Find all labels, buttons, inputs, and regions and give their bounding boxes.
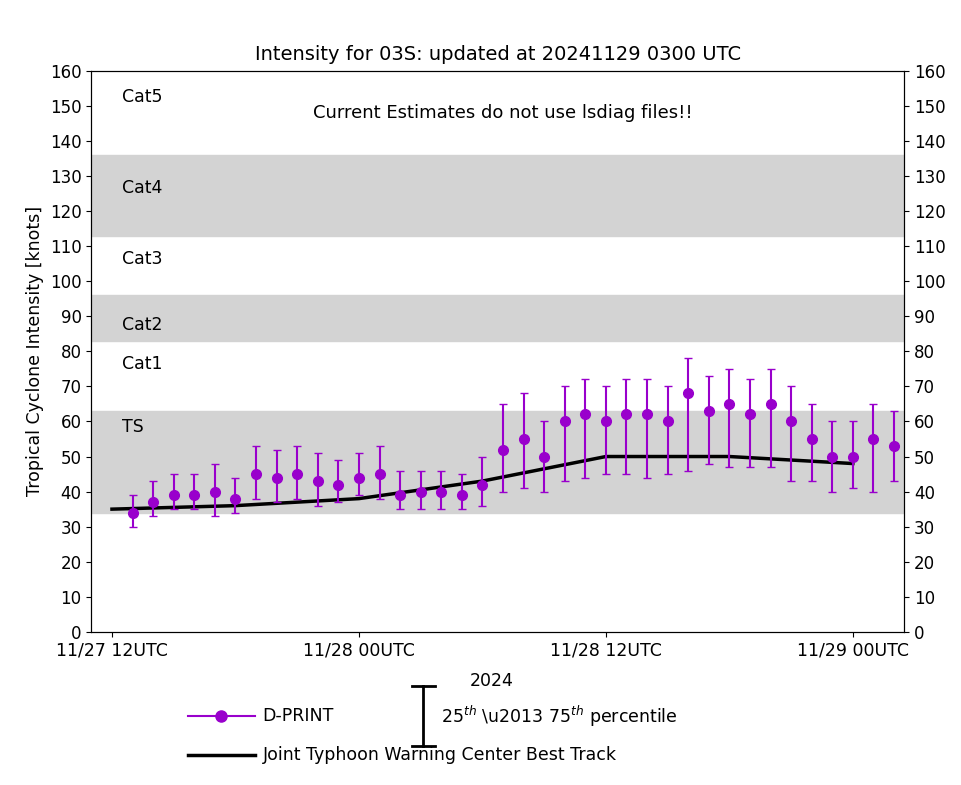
- Text: Cat3: Cat3: [122, 250, 162, 268]
- Bar: [91, 155, 903, 236]
- Text: Cat1: Cat1: [122, 355, 162, 373]
- Text: Current Estimates do not use lsdiag files!!: Current Estimates do not use lsdiag file…: [313, 104, 692, 122]
- Text: Cat4: Cat4: [122, 180, 162, 197]
- Text: Cat2: Cat2: [122, 316, 162, 334]
- Text: 25$^{th}$ \u2013 75$^{th}$ percentile: 25$^{th}$ \u2013 75$^{th}$ percentile: [440, 703, 677, 728]
- Text: Joint Typhoon Warning Center Best Track: Joint Typhoon Warning Center Best Track: [262, 747, 616, 764]
- Text: TS: TS: [122, 418, 144, 436]
- Title: Intensity for 03S: updated at 20241129 0300 UTC: Intensity for 03S: updated at 20241129 0…: [255, 45, 740, 64]
- Text: Cat5: Cat5: [122, 88, 162, 106]
- Y-axis label: Tropical Cyclone Intensity [knots]: Tropical Cyclone Intensity [knots]: [26, 206, 44, 496]
- Bar: [91, 295, 903, 341]
- Text: D-PRINT: D-PRINT: [262, 707, 333, 725]
- Text: 2024: 2024: [469, 673, 513, 690]
- Bar: [91, 411, 903, 513]
